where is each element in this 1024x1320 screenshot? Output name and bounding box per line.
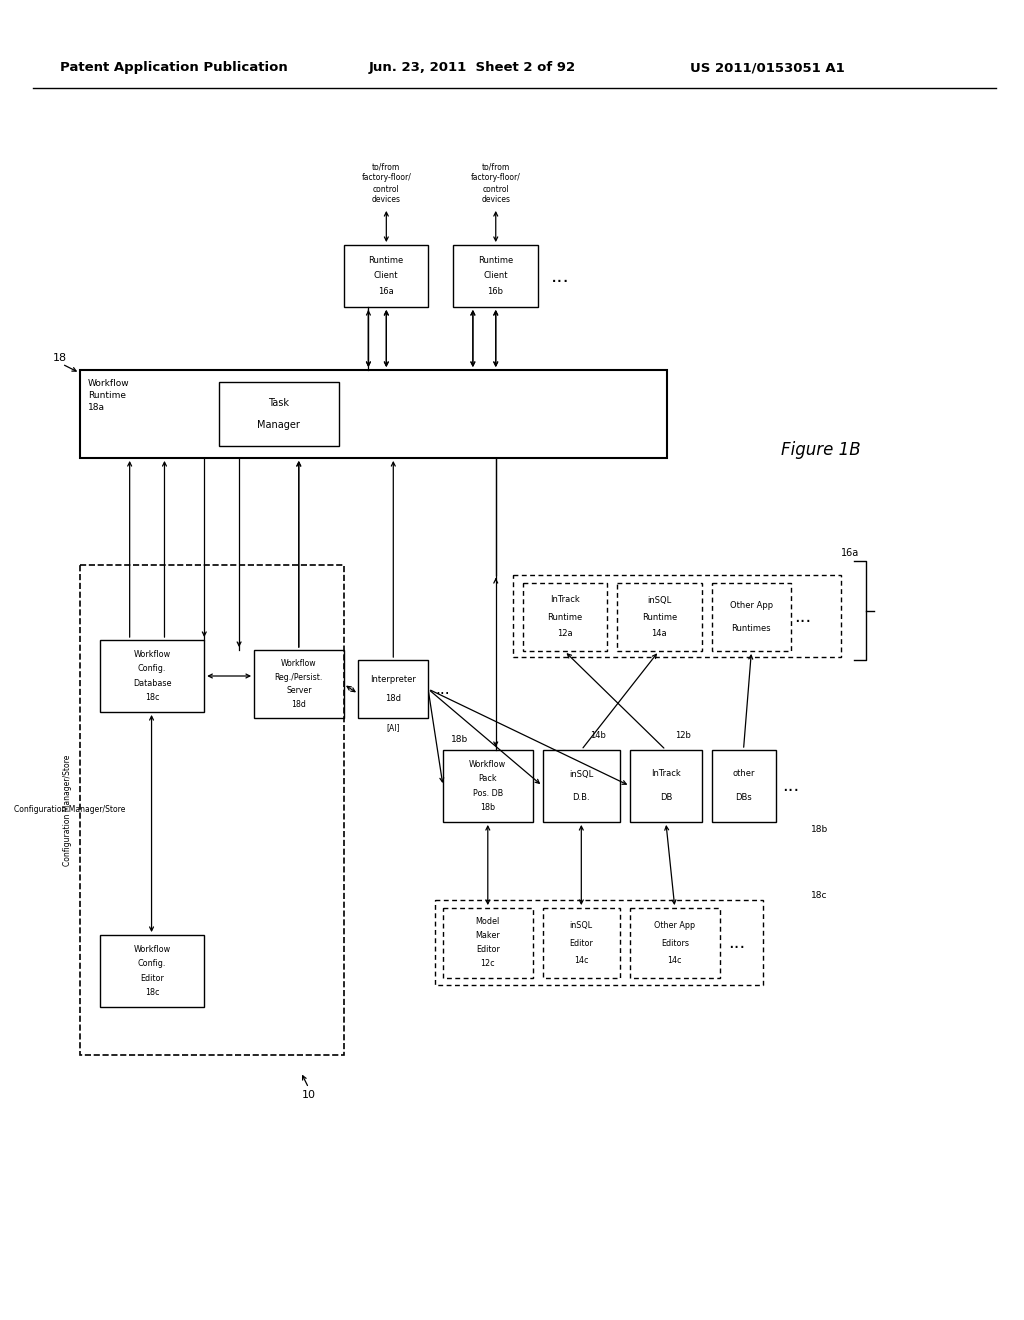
FancyBboxPatch shape (630, 750, 701, 822)
Text: 18b: 18b (451, 735, 468, 744)
Text: Workflow: Workflow (469, 760, 506, 768)
Text: Runtime: Runtime (88, 391, 126, 400)
Text: 18c: 18c (811, 891, 827, 899)
FancyBboxPatch shape (80, 370, 667, 458)
Text: US 2011/0153051 A1: US 2011/0153051 A1 (690, 62, 845, 74)
Text: Task: Task (268, 399, 290, 408)
Text: devices: devices (481, 195, 510, 205)
Text: 12c: 12c (480, 960, 496, 969)
Text: 16b: 16b (487, 286, 503, 296)
Text: other: other (733, 770, 756, 779)
Text: Server: Server (286, 686, 311, 696)
Text: Manager: Manager (257, 420, 300, 430)
Text: Editor: Editor (569, 939, 593, 948)
Text: Workflow: Workflow (133, 649, 171, 659)
Text: Config.: Config. (138, 664, 166, 673)
Text: InTrack: InTrack (550, 595, 580, 605)
Text: Runtime: Runtime (642, 612, 677, 622)
Text: ...: ... (782, 777, 800, 795)
Text: DBs: DBs (735, 793, 753, 803)
Text: Runtime: Runtime (547, 612, 583, 622)
Text: InTrack: InTrack (651, 770, 681, 779)
Text: devices: devices (372, 195, 400, 205)
Text: Pos. DB: Pos. DB (473, 789, 503, 797)
FancyBboxPatch shape (443, 750, 532, 822)
Text: 18b: 18b (480, 803, 496, 812)
FancyBboxPatch shape (343, 246, 428, 308)
Text: ...: ... (795, 609, 812, 626)
Text: Workflow: Workflow (133, 945, 171, 954)
Text: 18b: 18b (811, 825, 828, 834)
FancyBboxPatch shape (522, 583, 607, 651)
Text: Editor: Editor (476, 945, 500, 954)
Text: control: control (373, 185, 399, 194)
Text: Patent Application Publication: Patent Application Publication (60, 62, 288, 74)
Text: 14b: 14b (590, 730, 606, 739)
Text: Other App: Other App (730, 601, 773, 610)
Text: DB: DB (659, 793, 672, 803)
Text: Runtime: Runtime (369, 256, 403, 265)
Text: Editors: Editors (660, 939, 689, 948)
Text: 18d: 18d (292, 700, 306, 709)
Text: factory-floor/: factory-floor/ (471, 173, 520, 182)
Text: D.B.: D.B. (572, 793, 590, 803)
FancyBboxPatch shape (99, 935, 204, 1007)
Text: factory-floor/: factory-floor/ (361, 173, 412, 182)
Text: Client: Client (374, 272, 398, 281)
Text: 10: 10 (302, 1090, 315, 1100)
FancyBboxPatch shape (712, 583, 792, 651)
Text: Pack: Pack (478, 775, 497, 783)
Text: inSQL: inSQL (569, 921, 593, 931)
Text: Configuration Manager/Store: Configuration Manager/Store (14, 805, 126, 814)
Text: 18: 18 (53, 352, 68, 363)
Text: Jun. 23, 2011  Sheet 2 of 92: Jun. 23, 2011 Sheet 2 of 92 (369, 62, 575, 74)
Text: Model: Model (476, 917, 500, 927)
Text: Runtimes: Runtimes (731, 624, 771, 632)
FancyBboxPatch shape (443, 908, 532, 978)
Text: 16a: 16a (378, 286, 393, 296)
Text: inSQL: inSQL (569, 770, 594, 779)
Text: 12a: 12a (557, 630, 572, 639)
Text: Figure 1B: Figure 1B (781, 441, 861, 459)
Text: to/from: to/from (481, 162, 510, 172)
Text: Workflow: Workflow (281, 659, 316, 668)
Text: 16a: 16a (841, 548, 859, 558)
Text: ...: ... (436, 681, 451, 697)
FancyBboxPatch shape (219, 381, 339, 446)
FancyBboxPatch shape (453, 246, 538, 308)
FancyBboxPatch shape (543, 908, 621, 978)
Text: Reg./Persist.: Reg./Persist. (274, 673, 323, 681)
Text: 18a: 18a (88, 404, 104, 412)
Text: 18c: 18c (144, 693, 160, 702)
Text: to/from: to/from (372, 162, 400, 172)
Text: 14a: 14a (651, 630, 668, 639)
Text: Client: Client (483, 272, 508, 281)
Text: Config.: Config. (138, 960, 166, 969)
Text: 18c: 18c (144, 989, 160, 997)
Text: 12b: 12b (675, 730, 691, 739)
Text: 18d: 18d (385, 694, 401, 704)
Text: Configuration Manager/Store: Configuration Manager/Store (63, 754, 73, 866)
FancyBboxPatch shape (543, 750, 621, 822)
Text: Editor: Editor (140, 974, 164, 982)
Text: ...: ... (551, 267, 569, 285)
Text: [AI]: [AI] (386, 723, 400, 733)
FancyBboxPatch shape (99, 640, 204, 711)
Text: Workflow: Workflow (88, 380, 129, 388)
FancyBboxPatch shape (712, 750, 776, 822)
Text: Other App: Other App (654, 921, 695, 931)
FancyBboxPatch shape (254, 649, 343, 718)
Text: control: control (482, 185, 509, 194)
Text: 14c: 14c (574, 956, 589, 965)
Text: Interpreter: Interpreter (371, 675, 416, 684)
Text: 14c: 14c (668, 956, 682, 965)
Text: Database: Database (133, 678, 171, 688)
Text: Maker: Maker (475, 932, 500, 940)
FancyBboxPatch shape (358, 660, 428, 718)
Text: ...: ... (728, 935, 745, 952)
Text: Runtime: Runtime (477, 256, 513, 265)
FancyBboxPatch shape (630, 908, 720, 978)
FancyBboxPatch shape (617, 583, 701, 651)
Text: inSQL: inSQL (647, 595, 672, 605)
